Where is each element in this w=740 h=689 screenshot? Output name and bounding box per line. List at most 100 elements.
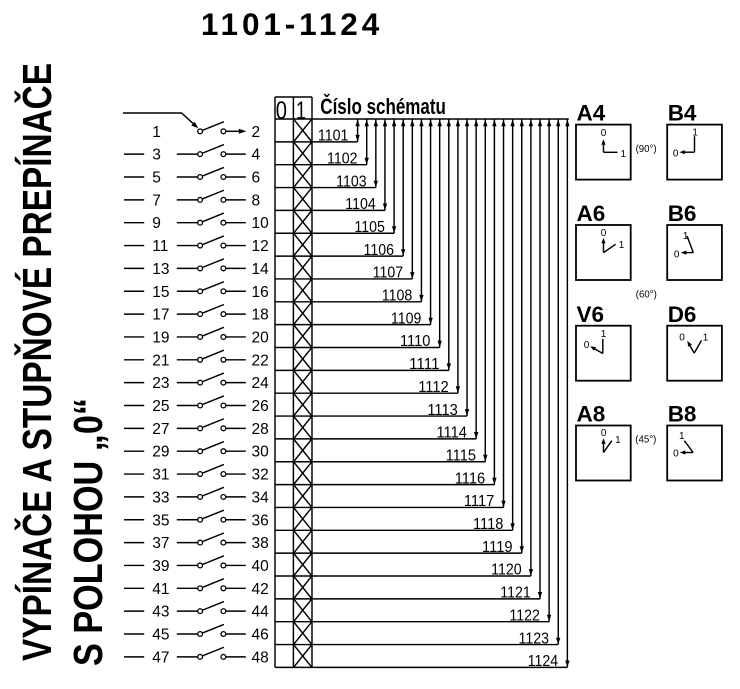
svg-text:23: 23: [152, 375, 169, 392]
svg-text:1106: 1106: [364, 242, 395, 259]
svg-text:21: 21: [152, 352, 169, 369]
svg-text:A6: A6: [577, 201, 606, 226]
svg-text:B8: B8: [668, 402, 697, 427]
svg-text:1123: 1123: [519, 630, 550, 647]
svg-text:32: 32: [252, 467, 269, 484]
svg-text:2: 2: [252, 124, 261, 141]
svg-text:14: 14: [252, 261, 270, 278]
svg-text:30: 30: [252, 444, 270, 461]
svg-text:1: 1: [296, 97, 306, 125]
svg-text:4: 4: [252, 147, 261, 164]
svg-text:1118: 1118: [473, 516, 504, 533]
svg-text:B4: B4: [668, 101, 697, 126]
svg-text:1: 1: [152, 124, 161, 141]
svg-text:10: 10: [252, 215, 270, 232]
svg-text:17: 17: [152, 307, 169, 324]
svg-text:1104: 1104: [345, 196, 376, 213]
svg-text:40: 40: [252, 558, 270, 575]
svg-text:1105: 1105: [354, 219, 385, 236]
svg-text:1110: 1110: [400, 333, 431, 350]
svg-text:16: 16: [252, 284, 269, 301]
svg-text:31: 31: [152, 467, 169, 484]
svg-text:0: 0: [584, 340, 590, 351]
svg-text:A4: A4: [577, 101, 606, 126]
svg-text:43: 43: [152, 604, 169, 621]
svg-text:(90°): (90°): [636, 143, 657, 155]
svg-text:13: 13: [152, 261, 169, 278]
svg-text:0: 0: [679, 332, 685, 343]
svg-text:1121: 1121: [500, 585, 531, 602]
svg-text:36: 36: [252, 512, 269, 529]
svg-text:A8: A8: [577, 402, 606, 427]
svg-text:1113: 1113: [427, 402, 458, 419]
svg-text:25: 25: [152, 398, 169, 415]
svg-text:1109: 1109: [391, 310, 422, 327]
svg-text:6: 6: [252, 170, 261, 187]
svg-text:1114: 1114: [436, 425, 467, 442]
svg-text:7: 7: [152, 192, 161, 209]
svg-text:1112: 1112: [418, 379, 449, 396]
svg-text:D6: D6: [668, 302, 697, 327]
svg-text:1117: 1117: [464, 493, 495, 510]
svg-text:41: 41: [152, 581, 169, 598]
svg-text:1122: 1122: [509, 607, 540, 624]
svg-text:1108: 1108: [382, 288, 413, 305]
svg-text:24: 24: [252, 375, 270, 392]
svg-text:1: 1: [679, 431, 685, 442]
svg-text:1111: 1111: [409, 356, 440, 373]
svg-text:20: 20: [252, 329, 270, 346]
svg-text:22: 22: [252, 352, 269, 369]
svg-text:1102: 1102: [327, 150, 358, 167]
svg-text:1: 1: [621, 149, 627, 160]
svg-text:34: 34: [252, 489, 270, 506]
svg-text:0: 0: [601, 428, 607, 439]
svg-text:8: 8: [252, 192, 261, 209]
svg-text:48: 48: [252, 649, 269, 666]
svg-text:VYPÍNAČE A STUPŇOVÉ PREPÍNAČE: VYPÍNAČE A STUPŇOVÉ PREPÍNAČE: [14, 63, 60, 661]
svg-text:0: 0: [601, 128, 607, 139]
svg-text:0: 0: [674, 249, 680, 260]
svg-text:28: 28: [252, 421, 269, 438]
svg-text:B6: B6: [668, 201, 697, 226]
svg-text:1107: 1107: [373, 265, 404, 282]
svg-text:1103: 1103: [336, 173, 367, 190]
svg-text:44: 44: [252, 604, 270, 621]
svg-text:38: 38: [252, 535, 269, 552]
svg-text:1: 1: [692, 128, 698, 139]
svg-text:1116: 1116: [455, 470, 486, 487]
svg-text:19: 19: [152, 329, 169, 346]
svg-text:33: 33: [152, 489, 169, 506]
svg-text:V6: V6: [577, 302, 605, 327]
svg-text:S POLOHOU „0“: S POLOHOU „0“: [65, 398, 111, 666]
svg-text:29: 29: [152, 444, 169, 461]
svg-text:27: 27: [152, 421, 169, 438]
svg-text:1: 1: [683, 231, 689, 242]
svg-text:1: 1: [615, 435, 621, 446]
svg-text:39: 39: [152, 558, 169, 575]
svg-text:46: 46: [252, 627, 269, 644]
svg-text:(60°): (60°): [636, 289, 657, 301]
svg-text:1124: 1124: [528, 653, 559, 670]
svg-text:0: 0: [601, 228, 607, 239]
svg-text:0: 0: [673, 448, 679, 459]
svg-text:5: 5: [152, 170, 161, 187]
svg-text:0: 0: [276, 97, 287, 125]
svg-text:45: 45: [152, 627, 169, 644]
svg-text:1101: 1101: [318, 128, 349, 145]
svg-text:47: 47: [152, 649, 169, 666]
svg-text:26: 26: [252, 398, 269, 415]
svg-text:1120: 1120: [491, 562, 522, 579]
svg-text:15: 15: [152, 284, 169, 301]
svg-text:37: 37: [152, 535, 169, 552]
svg-text:0: 0: [673, 148, 679, 159]
svg-text:1: 1: [703, 332, 709, 343]
svg-text:(45°): (45°): [635, 434, 656, 446]
svg-text:42: 42: [252, 581, 269, 598]
svg-text:18: 18: [252, 307, 269, 324]
svg-text:Číslo schématu: Číslo schématu: [320, 94, 446, 119]
svg-text:9: 9: [152, 215, 161, 232]
svg-text:12: 12: [252, 238, 269, 255]
svg-text:3: 3: [152, 147, 161, 164]
svg-text:1115: 1115: [446, 447, 477, 464]
svg-text:11: 11: [152, 238, 168, 255]
